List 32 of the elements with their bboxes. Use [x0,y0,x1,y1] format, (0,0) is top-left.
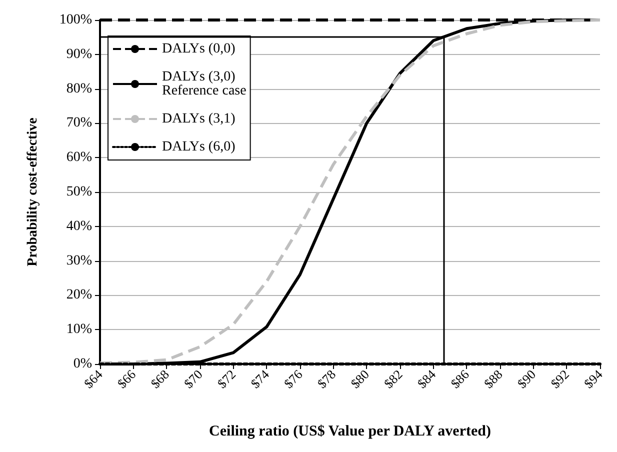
x-tick-label: $72 [214,366,239,392]
legend-label: DALYs (0,0) [162,42,236,56]
legend-label: DALYs (3,0) Reference case [162,70,246,98]
x-tick-label: $68 [148,366,172,392]
x-tick-label: $74 [248,366,272,392]
y-tick-label: 10% [66,322,92,338]
y-tick-label: 100% [59,12,92,28]
x-tick-label: $76 [280,366,306,392]
y-tick-label: 60% [66,150,92,166]
x-tick-label: $66 [114,366,139,392]
legend-label: DALYs (3,1) [162,112,236,126]
x-tick-label: $84 [414,366,439,392]
x-tick-label: $88 [480,366,506,392]
x-axis-title: Ceiling ratio (US$ Value per DALY averted) [209,424,491,440]
y-tick-label: 50% [66,184,92,200]
y-tick-label: 0% [73,356,92,372]
y-tick-label: 40% [66,218,92,234]
x-tick-label: $80 [348,366,372,392]
x-tick-label: $92 [548,366,572,392]
x-tick-label: $86 [448,366,472,392]
legend-label: DALYs (6,0) [162,140,236,154]
y-tick-label: 20% [66,288,92,303]
y-tick-label: 90% [66,46,92,62]
x-tick-label: $90 [514,366,539,392]
x-tick-label: $82 [380,366,406,392]
y-tick-label: 70% [66,116,92,131]
y-tick-label: 80% [66,81,92,96]
x-tick-label: $94 [580,366,606,392]
y-tick-label: 30% [66,253,92,268]
x-tick-label: $78 [314,366,339,392]
y-axis-title: Probability cost-effective [26,118,40,266]
x-tick-label: $70 [180,366,206,392]
